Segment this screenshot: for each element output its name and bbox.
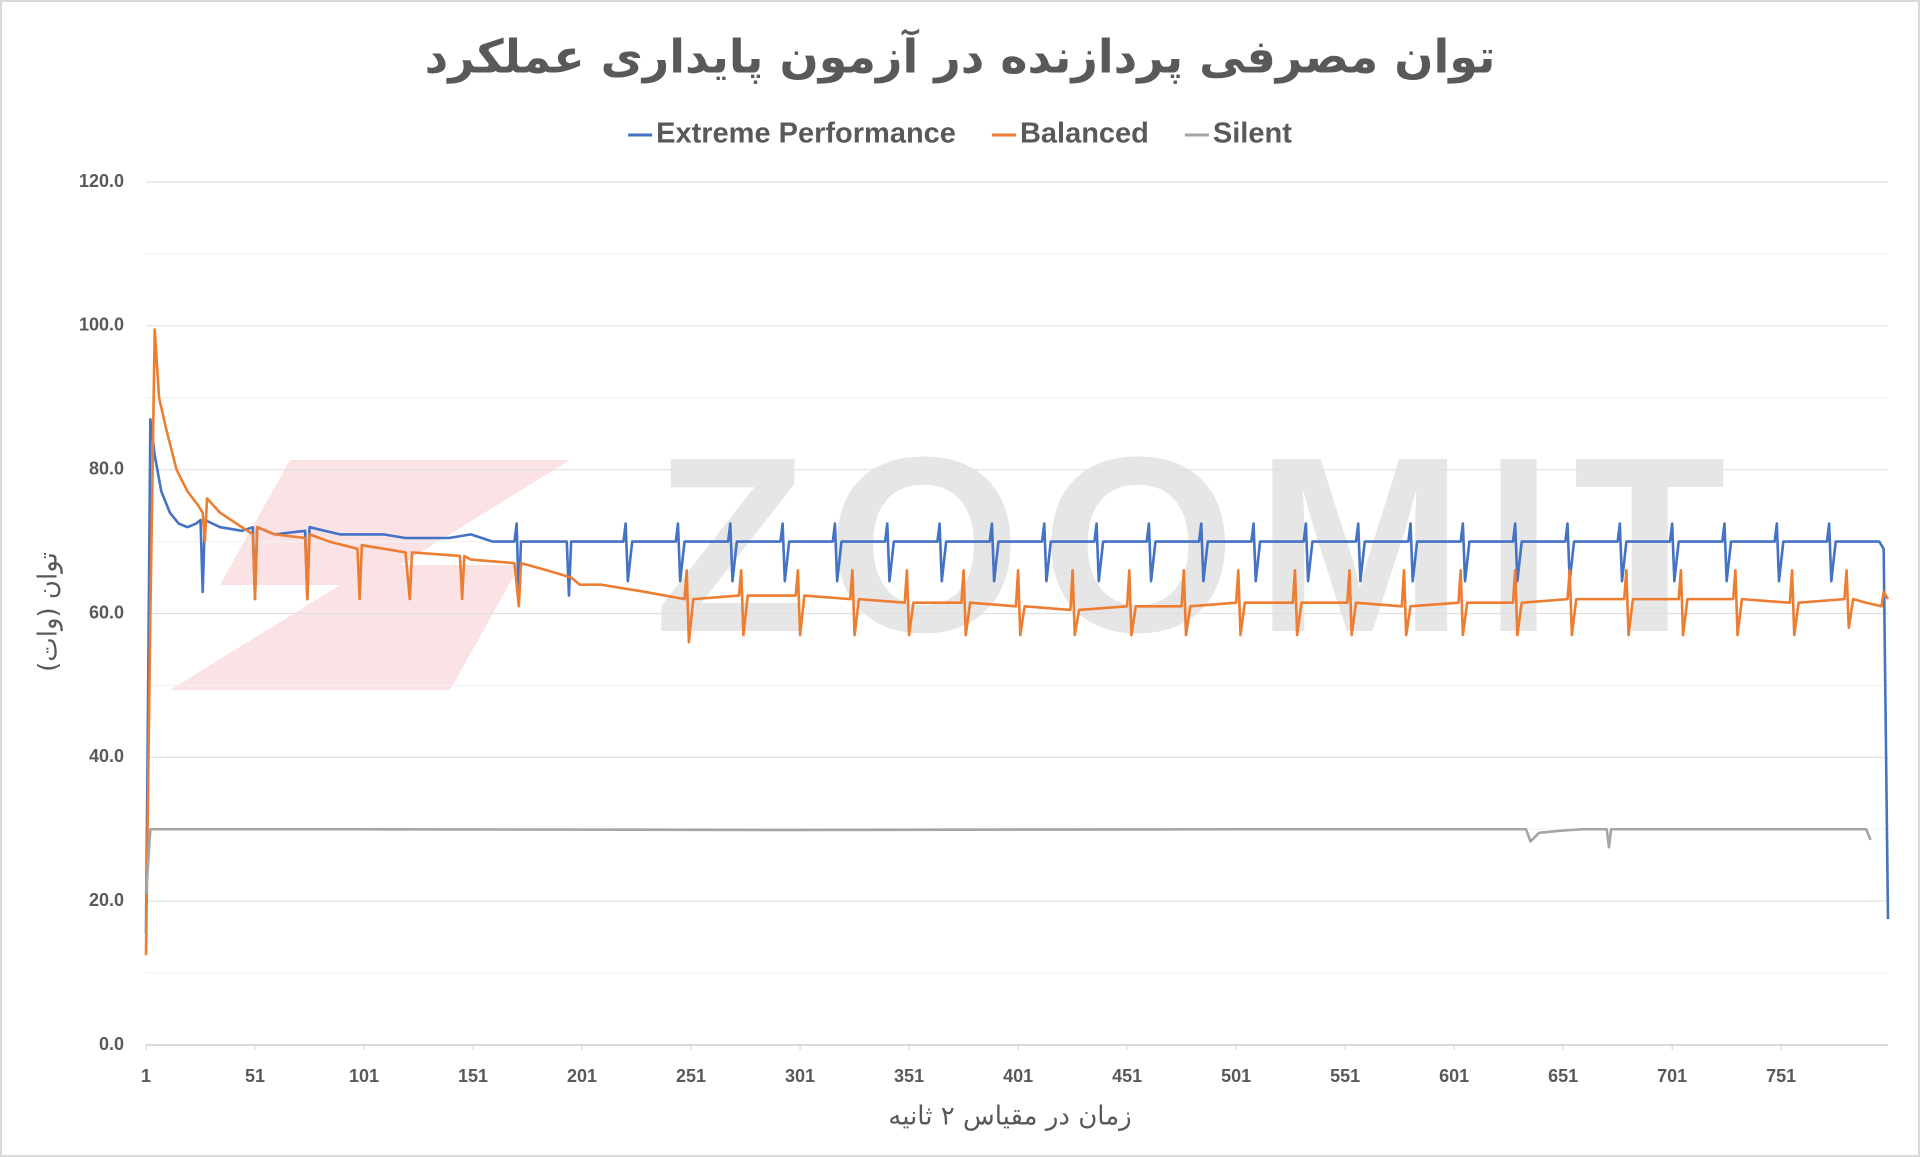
y-tick-label: 100.0 bbox=[79, 315, 124, 335]
chart-title: توان مصرفی پردازنده در آزمون پایداری عمل… bbox=[425, 29, 1496, 85]
x-tick-label: 651 bbox=[1548, 1066, 1578, 1086]
x-tick-label: 151 bbox=[458, 1066, 488, 1086]
x-tick-label: 701 bbox=[1657, 1066, 1687, 1086]
series-line bbox=[144, 418, 1890, 934]
y-axis-title: توان (وات) bbox=[34, 552, 64, 672]
watermark-z bbox=[170, 460, 570, 690]
watermark: ZOOMIT bbox=[654, 405, 1746, 684]
y-tick-label: 80.0 bbox=[89, 458, 124, 478]
x-tick-label: 451 bbox=[1112, 1066, 1142, 1086]
y-tick-label: 60.0 bbox=[89, 602, 124, 622]
series-line bbox=[144, 328, 1890, 956]
x-tick-label: 401 bbox=[1003, 1066, 1033, 1086]
x-tick-label: 601 bbox=[1439, 1066, 1469, 1086]
y-tick-label: 0.0 bbox=[99, 1034, 124, 1054]
x-tick-label: 1 bbox=[141, 1066, 151, 1086]
legend-label: Extreme Performance bbox=[656, 118, 956, 150]
legend-label: Balanced bbox=[1020, 118, 1149, 150]
x-tick-label: 51 bbox=[245, 1066, 265, 1086]
x-tick-label: 351 bbox=[894, 1066, 924, 1086]
series-line bbox=[144, 827, 1872, 895]
x-tick-label: 751 bbox=[1766, 1066, 1796, 1086]
y-tick-label: 20.0 bbox=[89, 890, 124, 910]
y-tick-label: 40.0 bbox=[89, 746, 124, 766]
x-tick-label: 251 bbox=[676, 1066, 706, 1086]
x-tick-label: 201 bbox=[567, 1066, 597, 1086]
x-tick-label: 101 bbox=[349, 1066, 379, 1086]
x-tick-label: 551 bbox=[1330, 1066, 1360, 1086]
x-tick-label: 501 bbox=[1221, 1066, 1251, 1086]
x-axis-title: زمان در مقیاس ۲ ثانیه bbox=[888, 1102, 1131, 1132]
x-tick-label: 301 bbox=[785, 1066, 815, 1086]
y-tick-label: 120.0 bbox=[79, 171, 124, 191]
legend-label: Silent bbox=[1213, 118, 1292, 150]
